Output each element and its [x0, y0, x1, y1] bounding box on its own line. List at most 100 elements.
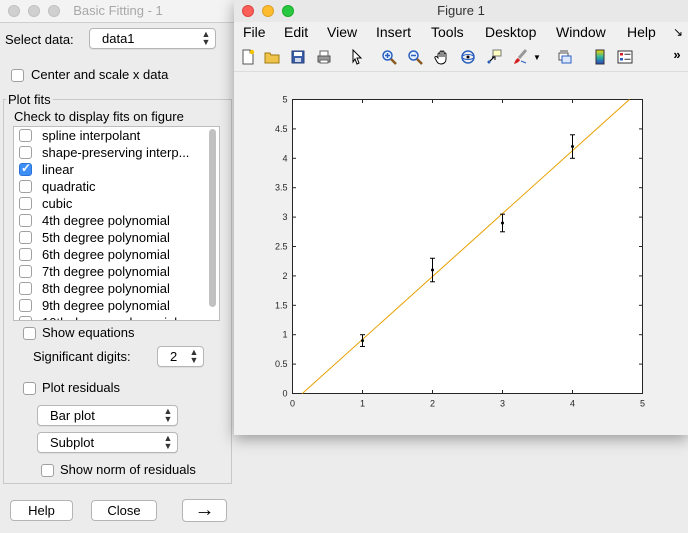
minimize-window-icon[interactable] [262, 5, 274, 17]
colorbar-icon[interactable] [591, 49, 609, 67]
figure-window: Figure 1 File Edit View Insert Tools Des… [234, 0, 688, 435]
basic-fitting-window: Basic Fitting - 1 Select data: data1 ▲ ▼ … [0, 0, 236, 533]
fit-option-checkbox[interactable] [19, 197, 32, 210]
fit-option-checkbox[interactable] [19, 161, 32, 176]
data-point [430, 257, 435, 283]
fit-option-label: 10th degree polynomial [42, 315, 177, 320]
updown-arrows-icon: ▲ ▼ [189, 347, 199, 365]
fit-option-row[interactable]: spline interpolant [14, 127, 204, 144]
pan-hand-icon[interactable] [433, 49, 451, 67]
menu-edit[interactable]: Edit [284, 24, 309, 40]
fit-option-checkbox[interactable] [19, 299, 32, 312]
close-button[interactable]: Close [91, 500, 157, 521]
fit-option-row[interactable]: 5th degree polynomial [14, 229, 204, 246]
fit-option-label: shape-preserving interp... [42, 145, 190, 160]
open-folder-icon[interactable] [263, 49, 281, 67]
zoom-window-icon[interactable] [282, 5, 294, 17]
menu-desktop[interactable]: Desktop [485, 24, 537, 40]
close-window-icon[interactable] [8, 5, 20, 17]
fit-option-checkbox[interactable] [19, 265, 32, 278]
show-equations-checkbox[interactable] [23, 327, 36, 340]
center-scale-checkbox[interactable] [11, 69, 24, 82]
check-to-display-label: Check to display fits on figure [14, 109, 184, 124]
significant-digits-label: Significant digits: [33, 349, 131, 364]
fit-option-row[interactable]: 4th degree polynomial [14, 212, 204, 229]
plot-residuals-label: Plot residuals [42, 380, 121, 395]
window-title: Basic Fitting - 1 [73, 3, 163, 18]
fit-option-row[interactable]: quadratic [14, 178, 204, 195]
fit-option-row[interactable]: 7th degree polynomial [14, 263, 204, 280]
fit-option-checkbox[interactable] [19, 146, 32, 159]
brush-icon[interactable] [511, 49, 529, 67]
fit-option-row[interactable]: cubic [14, 195, 204, 212]
menu-insert[interactable]: Insert [376, 24, 412, 40]
plot-axes[interactable]: 0 1 2 3 4 5 0 0.5 1 1.5 2 2.5 3 3.5 4 4.5 5 [234, 72, 688, 435]
data-cursor-icon[interactable] [485, 49, 503, 67]
data-marker [431, 268, 434, 272]
zoom-out-icon[interactable] [406, 49, 424, 67]
fit-option-checkbox[interactable] [19, 231, 32, 244]
residual-plot-location-value: Subplot [50, 435, 95, 450]
zoom-window-icon[interactable] [48, 5, 60, 17]
show-norm-checkbox[interactable] [41, 464, 54, 477]
significant-digits-popup[interactable]: 2 ▲ ▼ [157, 346, 204, 367]
fit-option-checkbox[interactable] [19, 316, 32, 320]
residual-plot-type-popup[interactable]: Bar plot ▲ ▼ [37, 405, 178, 426]
menu-overflow-icon[interactable]: ↘ [673, 25, 684, 39]
plot-fits-title: Plot fits [6, 92, 53, 107]
brush-dropdown-icon[interactable]: ▼ [533, 53, 541, 62]
y-tick-label: 0.5 [275, 359, 288, 369]
plot-fits-panel [3, 99, 232, 484]
fit-option-row[interactable]: 6th degree polynomial [14, 246, 204, 263]
fit-option-label: 9th degree polynomial [42, 298, 170, 313]
fit-option-row[interactable]: 10th degree polynomial [14, 314, 204, 320]
new-file-icon[interactable] [239, 49, 257, 67]
fit-option-checkbox[interactable] [19, 214, 32, 227]
basic-fitting-titlebar: Basic Fitting - 1 [0, 0, 236, 23]
fit-type-list[interactable]: spline interpolant shape-preserving inter… [13, 126, 220, 321]
plot-residuals-checkbox[interactable] [23, 382, 36, 395]
figure-menubar: File Edit View Insert Tools Desktop Wind… [234, 22, 688, 44]
menu-help[interactable]: Help [627, 24, 656, 40]
link-plot-icon[interactable] [556, 49, 574, 67]
fit-option-row[interactable]: shape-preserving interp... [14, 144, 204, 161]
y-tick-label: 2.5 [275, 242, 288, 252]
legend-icon[interactable] [616, 49, 634, 67]
help-button[interactable]: Help [10, 500, 73, 521]
pointer-icon[interactable] [348, 48, 366, 67]
figure-title: Figure 1 [437, 3, 485, 18]
residual-plot-location-popup[interactable]: Subplot ▲ ▼ [37, 432, 178, 453]
zoom-in-icon[interactable] [380, 49, 398, 67]
close-window-icon[interactable] [242, 5, 254, 17]
rotate-3d-icon[interactable] [459, 49, 477, 67]
center-scale-label: Center and scale x data [31, 67, 169, 82]
fit-option-row[interactable]: 8th degree polynomial [14, 280, 204, 297]
minimize-window-icon[interactable] [28, 5, 40, 17]
fit-option-label: linear [42, 162, 74, 177]
print-icon[interactable] [315, 49, 333, 67]
fit-option-label: 7th degree polynomial [42, 264, 170, 279]
fit-option-checkbox[interactable] [19, 129, 32, 142]
select-data-popup[interactable]: data1 ▲ ▼ [89, 28, 216, 49]
updown-arrows-icon: ▲ ▼ [163, 406, 173, 424]
select-data-label: Select data: [5, 32, 74, 47]
x-tick-label: 5 [640, 399, 645, 409]
y-tick-label: 4 [282, 153, 287, 163]
y-tick-label: 1 [282, 330, 287, 340]
fit-option-checkbox[interactable] [19, 180, 32, 193]
y-tick-label: 5 [282, 95, 287, 105]
fit-option-checkbox[interactable] [19, 248, 32, 261]
save-icon[interactable] [289, 49, 307, 67]
next-arrow-button[interactable]: → [182, 499, 227, 522]
fit-list-scrollbar[interactable] [209, 129, 216, 307]
fit-option-label: 6th degree polynomial [42, 247, 170, 262]
fit-option-row[interactable]: 9th degree polynomial [14, 297, 204, 314]
menu-window[interactable]: Window [556, 24, 606, 40]
menu-view[interactable]: View [327, 24, 358, 40]
menu-file[interactable]: File [243, 24, 266, 40]
toolbar-overflow-icon[interactable]: » [673, 47, 681, 62]
menu-tools[interactable]: Tools [431, 24, 464, 40]
figure-titlebar: Figure 1 [234, 0, 688, 23]
fit-option-row[interactable]: linear [14, 161, 204, 178]
fit-option-checkbox[interactable] [19, 282, 32, 295]
